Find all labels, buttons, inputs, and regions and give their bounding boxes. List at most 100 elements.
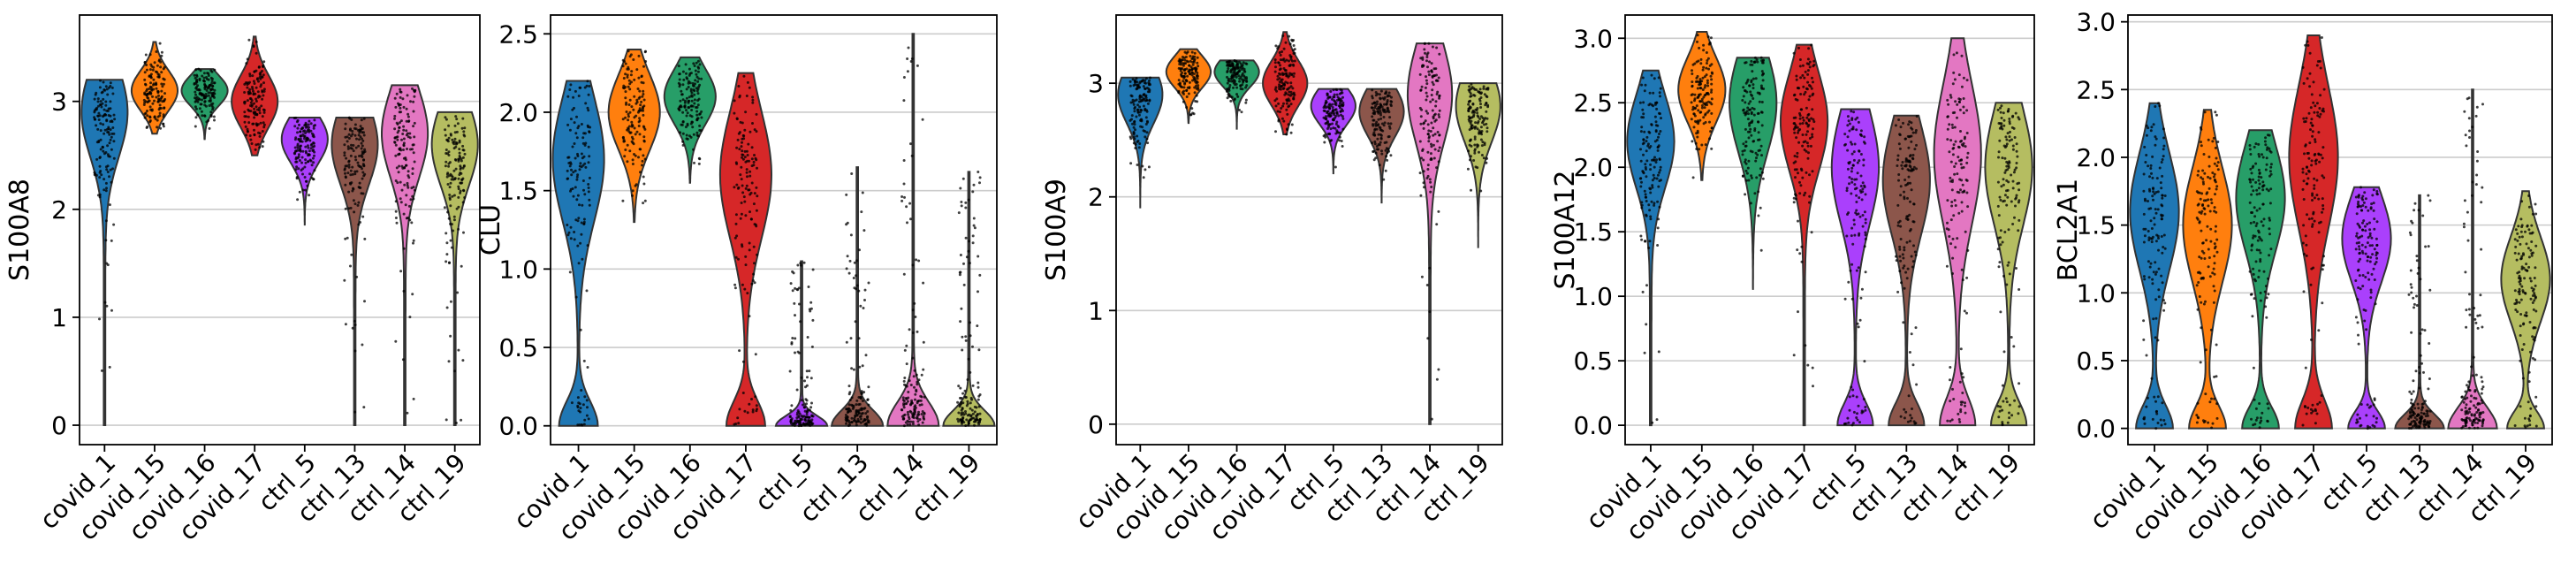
violin-ctrl_19 <box>2500 190 2551 430</box>
ylabel: S100A8 <box>4 179 35 281</box>
points-ctrl_13 <box>343 116 367 414</box>
axes-frame <box>550 14 998 446</box>
ytick-label: 0.5 <box>1573 347 1613 376</box>
points-covid_16 <box>193 67 217 130</box>
violin-ctrl_14 <box>1933 37 1982 427</box>
points-covid_17 <box>1792 43 1816 388</box>
points-ctrl_19 <box>2513 194 2538 430</box>
violin-panel-2: 0.00.51.01.52.02.5CLUcovid_1covid_15covi… <box>475 14 998 546</box>
violin-covid_15 <box>607 49 661 224</box>
violin-ctrl_14 <box>2447 88 2498 430</box>
ytick-label: 1 <box>51 303 67 332</box>
ytick-label: 0.5 <box>2076 347 2116 376</box>
ytick-label: 2.0 <box>1573 153 1613 182</box>
points-covid_1 <box>1638 73 1662 424</box>
violin-panel-3: 0123S100A9covid_1covid_15covid_16covid_1… <box>1041 14 1503 546</box>
ytick-label: 2 <box>1088 183 1104 212</box>
points-ctrl_19 <box>1466 82 1490 193</box>
violin-ctrl_5 <box>1830 108 1881 427</box>
ytick-label: 0.0 <box>2076 415 2116 444</box>
violin-covid_15 <box>1165 48 1212 125</box>
violin-covid_1 <box>1626 69 1676 427</box>
ytick-label: 0 <box>1088 410 1104 439</box>
ytick-label: 0.0 <box>1573 411 1613 440</box>
axes-frame <box>1624 14 2035 446</box>
violin-covid_17 <box>1779 43 1829 427</box>
points-ctrl_13 <box>1894 115 1919 425</box>
points-ctrl_5 <box>293 116 316 202</box>
points-covid_16 <box>1225 59 1249 114</box>
violin-covid_1 <box>2129 102 2180 430</box>
axes-frame <box>79 14 481 446</box>
points-covid_17 <box>243 38 266 151</box>
points-covid_17 <box>733 74 759 426</box>
points-covid_1 <box>566 80 592 427</box>
ytick-label: 3.0 <box>1573 24 1613 53</box>
ytick-label: 0.5 <box>498 333 538 362</box>
violin-covid_17 <box>718 72 773 427</box>
points-ctrl_13 <box>2407 194 2432 430</box>
violin-ctrl_13 <box>830 166 885 427</box>
violin-ctrl_13 <box>1881 114 1931 427</box>
points-covid_15 <box>1177 50 1200 117</box>
ytick-label: 3.0 <box>2076 8 2116 37</box>
ytick-label: 1.0 <box>1573 282 1613 311</box>
points-ctrl_14 <box>1945 51 1970 423</box>
ytick-label: 2.5 <box>1573 88 1613 118</box>
points-ctrl_14 <box>900 46 926 428</box>
points-ctrl_19 <box>443 115 467 424</box>
violin-ctrl_5 <box>2341 186 2392 430</box>
violin-ctrl_19 <box>1455 82 1501 248</box>
violin-panel-4: 0.00.51.01.52.02.53.0S100A12covid_1covid… <box>1550 14 2035 546</box>
ytick-label: 1.0 <box>498 255 538 284</box>
points-ctrl_19 <box>1996 104 2021 427</box>
ytick-label: 1 <box>1088 296 1104 325</box>
violin-covid_16 <box>2235 129 2286 430</box>
violin-covid_17 <box>231 35 279 156</box>
violin-ctrl_13 <box>2394 194 2445 430</box>
ylabel: CLU <box>475 204 506 255</box>
points-covid_15 <box>142 42 167 130</box>
points-ctrl_5 <box>1843 110 1867 427</box>
violin-ctrl_5 <box>774 260 829 427</box>
points-ctrl_19 <box>956 171 982 427</box>
ytick-label: 2.5 <box>498 19 538 49</box>
ytick-label: 2 <box>51 195 67 225</box>
points-covid_15 <box>2195 110 2220 430</box>
points-ctrl_5 <box>2354 186 2379 430</box>
points-covid_15 <box>621 50 648 205</box>
ytick-label: 3 <box>1088 69 1104 98</box>
ylabel: S100A12 <box>1550 171 1581 290</box>
violin-covid_15 <box>2182 109 2233 430</box>
ytick-label: 2.5 <box>2076 75 2116 104</box>
violin-ctrl_14 <box>1406 42 1454 425</box>
points-covid_1 <box>93 79 117 372</box>
ytick-label: 1.5 <box>1573 217 1613 247</box>
points-ctrl_13 <box>844 172 870 427</box>
points-covid_15 <box>1690 34 1714 179</box>
points-ctrl_14 <box>1418 42 1441 421</box>
violin-covid_16 <box>1729 57 1778 290</box>
violin-panel-5: 0.00.51.01.52.02.53.0BCL2A1covid_1covid_… <box>2053 8 2553 546</box>
ytick-label: 2.0 <box>2076 143 2116 172</box>
points-covid_16 <box>1741 56 1766 252</box>
violin-ctrl_13 <box>331 117 379 426</box>
ytick-label: 3 <box>51 88 67 117</box>
points-ctrl_13 <box>1370 88 1394 181</box>
ytick-label: 1.5 <box>498 177 538 206</box>
ytick-label: 2.0 <box>498 98 538 127</box>
violin-ctrl_14 <box>381 84 429 426</box>
points-covid_16 <box>677 59 703 165</box>
axes-frame <box>1115 14 1503 446</box>
violin-ctrl_5 <box>1310 88 1356 175</box>
violin-covid_1 <box>80 79 129 426</box>
violin-covid_1 <box>551 80 605 427</box>
axes-frame <box>2127 14 2553 446</box>
violin-covid_15 <box>130 41 179 135</box>
points-covid_17 <box>1273 34 1296 136</box>
violin-covid_17 <box>2288 34 2339 430</box>
ytick-label: 1.5 <box>2076 211 2116 240</box>
ytick-label: 0 <box>51 411 67 440</box>
points-ctrl_14 <box>393 87 417 415</box>
